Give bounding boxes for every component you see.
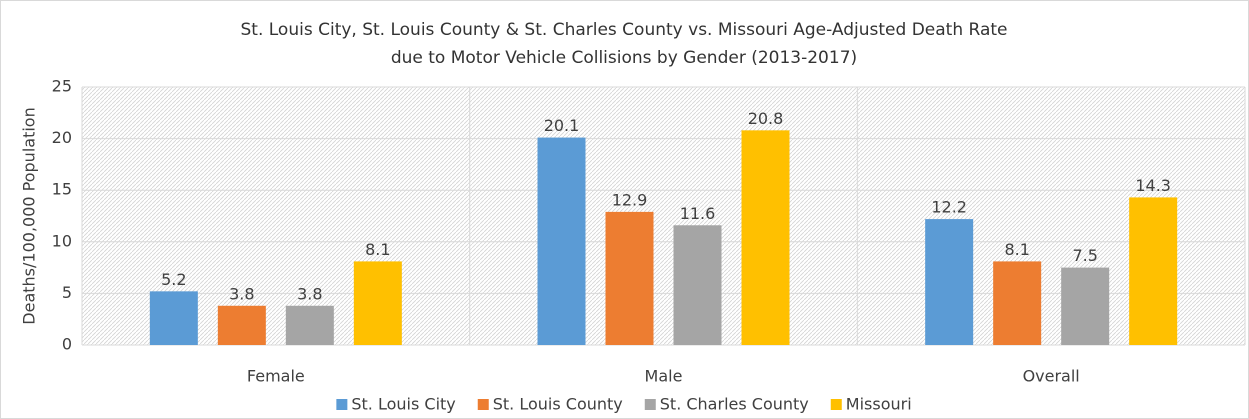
y-tick-label: 25 xyxy=(52,77,72,96)
bar xyxy=(537,137,586,345)
legend-label: St. Louis City xyxy=(351,395,455,414)
bar xyxy=(285,305,334,345)
data-label: 3.8 xyxy=(297,284,322,303)
data-label: 12.2 xyxy=(931,198,967,217)
y-tick-label: 15 xyxy=(52,180,72,199)
legend-label: St. Louis County xyxy=(493,395,623,414)
data-label: 3.8 xyxy=(229,284,254,303)
legend-swatch xyxy=(644,399,656,410)
bar xyxy=(673,225,722,345)
bar xyxy=(925,219,974,345)
data-label: 20.8 xyxy=(748,109,784,128)
legend-label: Missouri xyxy=(846,395,912,414)
data-label: 20.1 xyxy=(544,116,580,135)
x-tick-label: Overall xyxy=(1023,367,1080,386)
bar xyxy=(217,305,266,345)
legend-swatch xyxy=(830,399,842,410)
legend-swatch xyxy=(477,399,489,410)
plot-area xyxy=(82,87,1245,345)
x-tick-label: Female xyxy=(247,367,305,386)
data-label: 12.9 xyxy=(612,190,648,209)
y-tick-label: 10 xyxy=(52,231,72,250)
y-tick-label: 5 xyxy=(62,283,72,302)
bar xyxy=(1061,267,1110,345)
y-axis-label: Deaths/100,000 Population xyxy=(20,107,39,324)
legend-swatch xyxy=(336,399,348,410)
bar xyxy=(1129,197,1178,345)
bar xyxy=(605,211,654,345)
bar xyxy=(149,291,198,345)
data-label: 7.5 xyxy=(1072,246,1097,265)
data-label: 5.2 xyxy=(161,270,186,289)
y-tick-label: 0 xyxy=(62,335,72,354)
data-label: 8.1 xyxy=(365,240,390,259)
y-tick-label: 20 xyxy=(52,128,72,147)
bar xyxy=(741,130,790,345)
chart-title: due to Motor Vehicle Collisions by Gende… xyxy=(391,48,857,68)
chart-title: St. Louis City, St. Louis County & St. C… xyxy=(241,20,1008,40)
bar xyxy=(353,261,402,345)
bar xyxy=(993,261,1042,345)
data-label: 8.1 xyxy=(1004,240,1029,259)
legend-label: St. Charles County xyxy=(660,395,809,414)
data-label: 11.6 xyxy=(680,204,716,223)
x-tick-label: Male xyxy=(645,367,683,386)
data-label: 14.3 xyxy=(1135,176,1171,195)
